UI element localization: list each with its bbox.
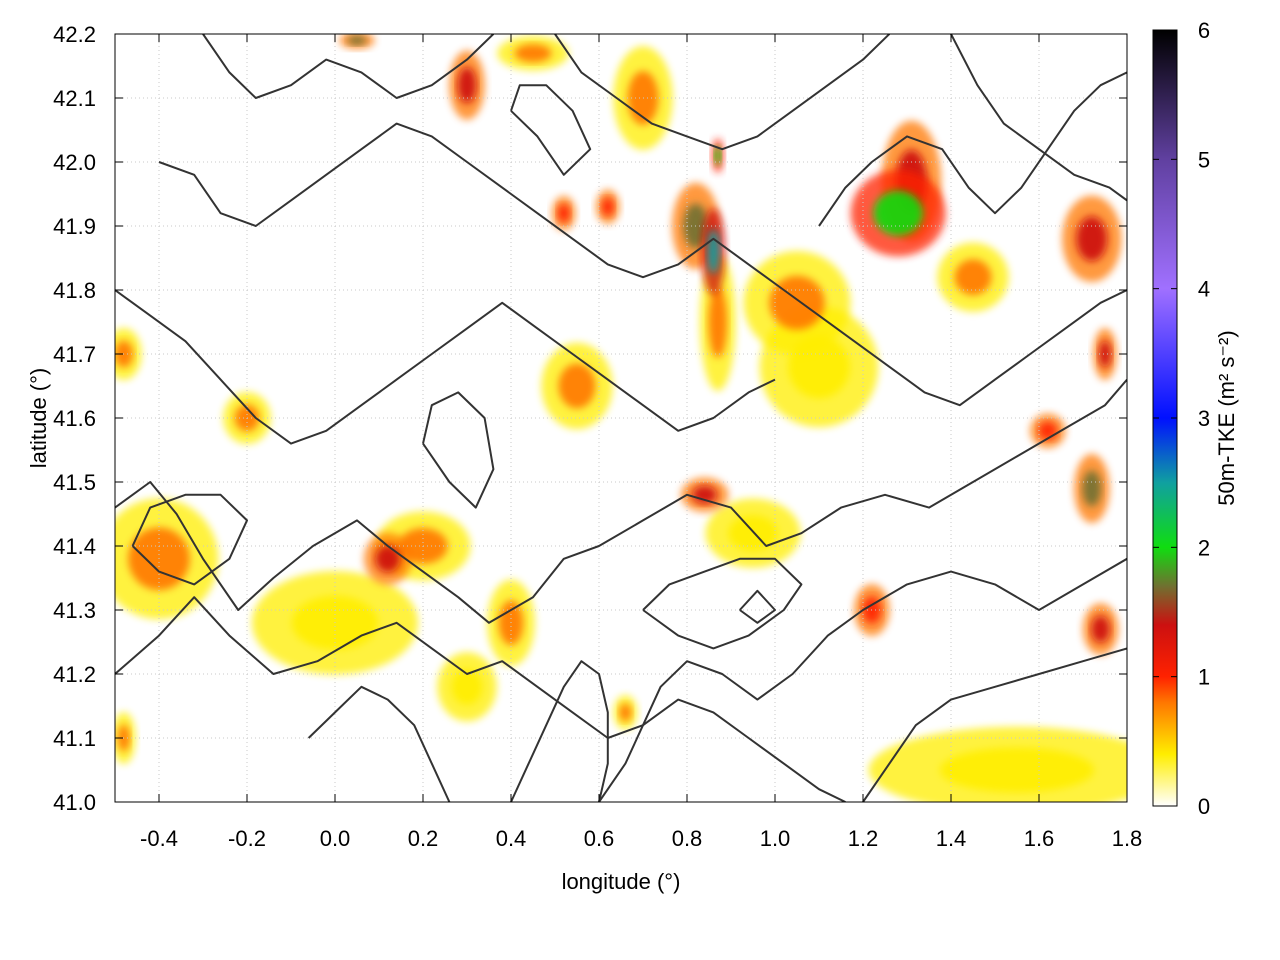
y-tick-label-1: 41.1 (53, 726, 96, 751)
y-tick-label-6: 41.6 (53, 406, 96, 431)
y-tick-label-4: 41.4 (53, 534, 96, 559)
x-axis-ticks: -0.4 -0.2 0.0 0.2 0.4 0.6 0.8 1.0 1.2 1.4 1.6 1.8 (140, 34, 1142, 851)
colorbar-tick-label-3: 3 (1198, 406, 1210, 431)
contour-line-3 (115, 289, 776, 445)
x-tick-label-8: 1.2 (848, 826, 879, 851)
contour-line-1 (115, 596, 846, 802)
x-tick-label-7: 1.0 (760, 826, 791, 851)
tke-core-32 (714, 146, 721, 165)
tke-core-33 (873, 190, 923, 236)
contour-line-6 (950, 34, 1127, 202)
colorbar-label: 50m-TKE (m² s⁻²) (1214, 330, 1239, 505)
colorbar-tick-label-2: 2 (1198, 535, 1210, 560)
contour-line-14 (510, 84, 592, 176)
x-tick-label-2: 0.0 (320, 826, 351, 851)
contour-line-10 (422, 391, 495, 509)
tke-core-24 (1091, 615, 1110, 643)
x-tick-label-3: 0.2 (408, 826, 439, 851)
colorbar-tick-label-6: 6 (1198, 18, 1210, 43)
x-tick-label-4: 0.4 (496, 826, 527, 851)
x-tick-label-9: 1.4 (936, 826, 967, 851)
y-tick-label-12: 42.2 (53, 22, 96, 47)
x-tick-label-10: 1.6 (1024, 826, 1055, 851)
contour-line-0 (115, 378, 1127, 624)
tke-core-30 (347, 35, 367, 45)
y-tick-label-0: 41.0 (53, 790, 96, 815)
tke-core-10 (115, 340, 134, 368)
y-tick-label-3: 41.3 (53, 598, 96, 623)
tke-core-12 (954, 259, 992, 296)
tke-core-18 (601, 197, 614, 216)
tke-core-22 (375, 545, 401, 573)
y-axis-ticks: 41.0 41.1 41.2 41.3 41.4 41.5 41.6 41.7 41.8 41.9… (53, 22, 1127, 815)
x-tick-label-0: -0.4 (140, 826, 178, 851)
x-tick-label-11: 1.8 (1112, 826, 1143, 851)
y-tick-label-7: 41.7 (53, 342, 96, 367)
tke-core-6 (558, 363, 596, 409)
y-tick-label-2: 41.2 (53, 662, 96, 687)
tke-core-25 (457, 67, 477, 104)
tke-core-20 (557, 204, 570, 223)
x-axis-label: longitude (°) (562, 869, 681, 894)
tke-core-14 (769, 275, 825, 330)
y-tick-label-8: 41.8 (53, 278, 96, 303)
contour-line-12 (598, 557, 1127, 802)
y-tick-label-11: 42.1 (53, 86, 96, 111)
tke-core-16 (619, 703, 632, 722)
contour-line-11 (862, 647, 1127, 802)
contour-line-2 (158, 122, 1127, 407)
tke-core-15 (708, 286, 728, 358)
x-tick-label-1: -0.2 (228, 826, 266, 851)
contour-line-9 (131, 493, 248, 586)
tke-core-4 (728, 515, 778, 552)
tke-core-27 (692, 485, 717, 504)
terrain-contours (115, 34, 1127, 802)
x-tick-label-5: 0.6 (584, 826, 615, 851)
tke-core-29 (1082, 470, 1102, 507)
contour-line-13 (818, 71, 1127, 227)
contour-line-7 (642, 557, 803, 650)
tke-core-34 (707, 229, 720, 274)
colorbar-tick-label-4: 4 (1198, 277, 1210, 302)
y-tick-label-10: 42.0 (53, 150, 96, 175)
tke-core-1 (940, 747, 1094, 793)
y-tick-label-5: 41.5 (53, 470, 96, 495)
colorbar-tick-label-1: 1 (1198, 665, 1210, 690)
tke-core-19 (1038, 421, 1058, 440)
x-tick-label-6: 0.8 (672, 826, 703, 851)
tke-core-28 (1076, 216, 1108, 262)
contour-line-5 (554, 34, 891, 151)
colorbar-ticks: 0 1 2 3 4 5 6 (1153, 18, 1210, 819)
contour-line-8 (739, 589, 776, 624)
tke-core-17 (514, 44, 552, 63)
y-tick-label-9: 41.9 (53, 214, 96, 239)
y-axis-label: latitude (°) (26, 368, 51, 469)
contour-line-15 (307, 685, 451, 802)
contour-line-4 (202, 34, 495, 99)
contour-line-16 (510, 660, 609, 802)
colorbar-tick-label-5: 5 (1198, 147, 1210, 172)
tke-core-26 (1098, 340, 1112, 368)
tke-core-3 (451, 668, 483, 705)
colorbar-tick-label-0: 0 (1198, 794, 1210, 819)
